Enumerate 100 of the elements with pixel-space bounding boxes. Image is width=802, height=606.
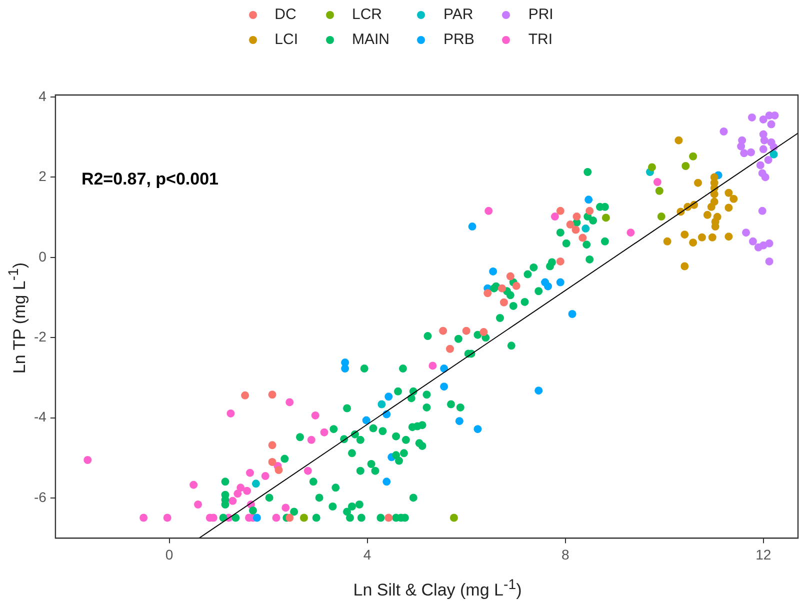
point [440, 382, 448, 391]
point [761, 173, 770, 182]
point [506, 272, 514, 280]
point [450, 514, 458, 522]
point [689, 238, 698, 247]
legend-label: DC [274, 6, 296, 23]
point [740, 149, 748, 158]
point [228, 496, 237, 505]
point [190, 480, 198, 489]
point [500, 298, 508, 306]
point [680, 262, 689, 270]
x-tick-label: 4 [363, 546, 372, 562]
point [742, 228, 750, 237]
point [498, 284, 506, 292]
point [759, 145, 768, 154]
point [724, 232, 733, 241]
point [586, 206, 594, 215]
point [578, 234, 587, 242]
point [602, 214, 610, 222]
point [707, 202, 716, 211]
point [489, 267, 498, 276]
point [682, 162, 690, 170]
point [655, 186, 664, 195]
point [689, 152, 698, 160]
point [84, 456, 92, 464]
point [759, 115, 768, 124]
point [480, 328, 488, 336]
point [140, 514, 148, 522]
point [474, 425, 482, 434]
point [320, 428, 328, 436]
point [556, 278, 564, 286]
point [648, 163, 656, 172]
point [737, 142, 746, 150]
point [582, 224, 590, 233]
x-tick-label: 8 [561, 546, 570, 562]
point [703, 210, 712, 219]
point [710, 190, 718, 198]
point [550, 212, 559, 221]
point [252, 480, 260, 488]
point [556, 257, 564, 266]
point [512, 282, 520, 290]
point [446, 344, 454, 353]
point [382, 478, 391, 486]
point [341, 364, 350, 373]
legend-label: LCR [352, 6, 382, 23]
point [748, 237, 757, 246]
point [194, 500, 202, 509]
point [748, 113, 756, 122]
point [236, 484, 245, 492]
point [767, 120, 776, 128]
point [584, 196, 593, 204]
point [764, 156, 772, 164]
point [566, 220, 574, 229]
point [378, 400, 386, 408]
point [428, 362, 437, 370]
point [243, 486, 252, 495]
point [730, 194, 738, 203]
point [694, 178, 702, 187]
point [568, 310, 576, 318]
point [484, 206, 493, 215]
y-tick-label: -4 [34, 408, 47, 425]
y-tick-label: 4 [38, 88, 47, 104]
legend-label: PAR [443, 6, 474, 23]
point [758, 206, 766, 215]
point [765, 239, 774, 248]
point [674, 136, 683, 144]
point [544, 282, 552, 290]
legend-label: LCI [274, 31, 298, 48]
legend-label: PRI [528, 6, 554, 23]
point [724, 204, 733, 212]
point [770, 150, 778, 158]
point [572, 226, 580, 234]
point [626, 228, 635, 237]
point [226, 409, 235, 418]
point [708, 233, 716, 242]
point [439, 326, 448, 335]
point [311, 411, 320, 420]
point [163, 514, 172, 522]
point [724, 188, 733, 197]
point [462, 326, 470, 335]
point [252, 514, 261, 522]
point [468, 222, 476, 231]
point [261, 472, 270, 480]
y-tick-label: 2 [38, 168, 47, 184]
point [384, 392, 393, 401]
x-tick-label: 0 [165, 546, 174, 562]
point [307, 436, 316, 444]
x-axis-title: Ln Silt & Clay (mg L$^{-1}$) [352, 577, 523, 601]
point [286, 398, 294, 406]
x-tick-label: 12 [756, 546, 772, 562]
point [765, 257, 774, 266]
point [746, 148, 755, 156]
point [384, 514, 393, 522]
point [304, 466, 312, 475]
y-tick-label: -2 [34, 328, 47, 345]
point [272, 514, 280, 522]
legend-label: PRB [443, 31, 474, 48]
legend-label: MAIN [352, 31, 390, 48]
point [282, 504, 290, 512]
point [484, 289, 492, 298]
